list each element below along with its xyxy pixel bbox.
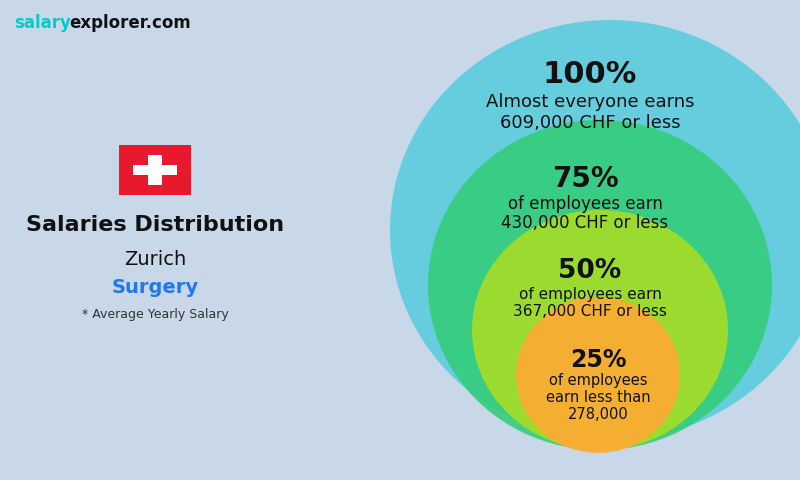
Text: of employees: of employees [549,373,647,388]
Text: salary: salary [14,14,71,32]
Bar [119,145,191,195]
Text: 430,000 CHF or less: 430,000 CHF or less [502,214,669,232]
Text: 50%: 50% [558,258,622,284]
Text: of employees earn: of employees earn [507,195,662,213]
Text: Zurich: Zurich [124,250,186,269]
Ellipse shape [516,297,680,453]
Text: Almost everyone earns: Almost everyone earns [486,93,694,111]
Text: * Average Yearly Salary: * Average Yearly Salary [82,308,228,321]
Text: explorer.com: explorer.com [69,14,190,32]
Text: 609,000 CHF or less: 609,000 CHF or less [500,114,680,132]
Text: of employees earn: of employees earn [518,287,662,301]
Ellipse shape [390,20,800,440]
Text: 278,000: 278,000 [568,407,628,422]
Text: 367,000 CHF or less: 367,000 CHF or less [513,304,667,319]
Text: Surgery: Surgery [111,278,198,297]
Ellipse shape [428,120,772,450]
Text: earn less than: earn less than [546,390,650,405]
Bar [148,155,162,185]
Text: 75%: 75% [552,165,618,193]
Bar [134,165,177,175]
Text: 100%: 100% [543,60,637,89]
Text: 25%: 25% [570,348,626,372]
Text: Salaries Distribution: Salaries Distribution [26,215,284,235]
Ellipse shape [472,210,728,450]
